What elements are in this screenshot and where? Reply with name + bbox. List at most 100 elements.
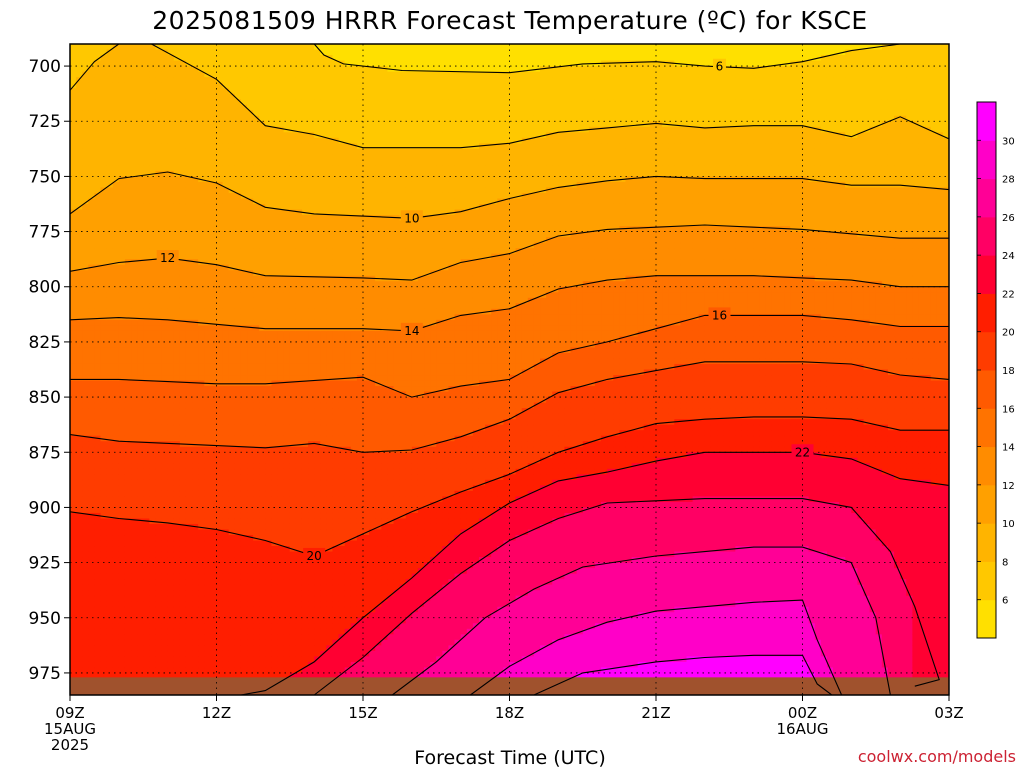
field-cell [229, 629, 236, 635]
field-cell [143, 221, 150, 227]
field-cell [296, 590, 303, 596]
field-cell [131, 601, 138, 607]
field-cell [278, 452, 285, 458]
field-cell [314, 463, 321, 469]
field-cell [210, 640, 217, 646]
field-cell [149, 154, 156, 160]
field-cell [223, 386, 230, 392]
field-cell [296, 529, 303, 535]
field-cell [265, 105, 272, 111]
field-cell [137, 292, 144, 298]
field-cell [241, 314, 248, 320]
field-cell [143, 83, 150, 89]
field-cell [265, 574, 272, 580]
field-cell [265, 403, 272, 409]
field-cell [320, 623, 327, 629]
field-cell [149, 640, 156, 646]
field-cell [119, 469, 126, 475]
field-cell [229, 590, 236, 596]
field-cell [198, 270, 205, 276]
field-cell [137, 248, 144, 254]
field-cell [94, 546, 101, 552]
field-cell [174, 485, 181, 491]
field-cell [326, 105, 333, 111]
field-cell [241, 358, 248, 364]
field-cell [131, 270, 138, 276]
field-cell [88, 116, 95, 122]
field-cell [101, 138, 108, 144]
field-cell [137, 585, 144, 591]
field-cell [223, 585, 230, 591]
field-cell [88, 182, 95, 188]
field-cell [204, 182, 211, 188]
field-cell [259, 248, 266, 254]
field-cell [223, 72, 230, 78]
field-cell [192, 309, 199, 315]
field-cell [302, 463, 309, 469]
field-cell [168, 198, 175, 204]
field-cell [290, 248, 297, 254]
field-cell [143, 557, 150, 563]
field-cell [320, 518, 327, 524]
field-cell [302, 645, 309, 651]
field-cell [204, 358, 211, 364]
field-cell [314, 138, 321, 144]
field-cell [308, 320, 315, 326]
field-cell [76, 645, 83, 651]
field-cell [198, 502, 205, 508]
field-cell [253, 187, 260, 193]
field-cell [82, 287, 89, 293]
field-cell [180, 314, 187, 320]
field-cell [107, 480, 114, 486]
field-cell [204, 463, 211, 469]
field-cell [253, 358, 260, 364]
field-cell [162, 386, 169, 392]
field-cell [308, 524, 315, 530]
field-cell [314, 381, 321, 387]
field-cell [119, 535, 126, 541]
field-cell [70, 618, 77, 624]
field-cell [149, 353, 156, 359]
field-cell [320, 419, 327, 425]
field-cell [204, 513, 211, 519]
field-cell [101, 99, 108, 105]
field-cell [253, 392, 260, 398]
field-cell [76, 243, 83, 249]
field-cell [107, 370, 114, 376]
field-cell [217, 640, 224, 646]
field-cell [94, 99, 101, 105]
field-cell [143, 243, 150, 249]
field-cell [143, 563, 150, 569]
field-cell [326, 187, 333, 193]
field-cell [223, 232, 230, 238]
field-cell [137, 568, 144, 574]
field-cell [192, 243, 199, 249]
field-cell [217, 303, 224, 309]
field-cell [259, 585, 266, 591]
field-cell [70, 370, 77, 376]
field-cell [88, 248, 95, 254]
field-cell [186, 585, 193, 591]
field-cell [265, 419, 272, 425]
field-cell [76, 210, 83, 216]
field-cell [119, 66, 126, 72]
field-cell [149, 485, 156, 491]
field-cell [326, 176, 333, 182]
field-cell [271, 149, 278, 155]
field-cell [198, 165, 205, 171]
field-cell [137, 403, 144, 409]
field-cell [308, 281, 315, 287]
field-cell [314, 66, 321, 72]
field-cell [302, 601, 309, 607]
field-cell [82, 248, 89, 254]
field-cell [259, 358, 266, 364]
field-cell [180, 419, 187, 425]
field-cell [314, 518, 321, 524]
field-cell [168, 353, 175, 359]
field-cell [278, 353, 285, 359]
field-cell [253, 331, 260, 337]
field-cell [76, 55, 83, 61]
field-cell [326, 204, 333, 210]
field-cell [265, 259, 272, 265]
field-cell [192, 364, 199, 370]
